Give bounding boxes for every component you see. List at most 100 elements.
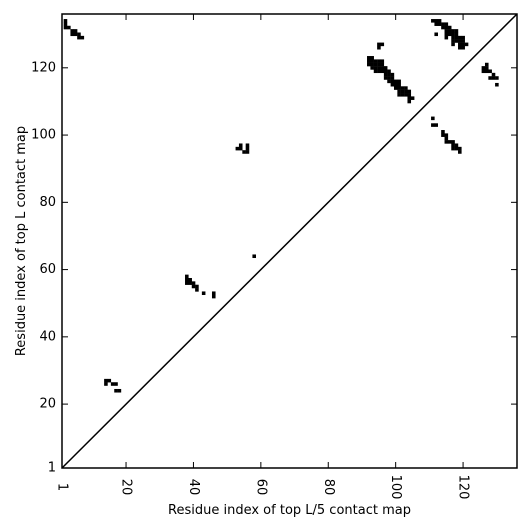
contact-cell — [451, 143, 455, 148]
contact-cell — [70, 32, 74, 37]
contact-cell — [461, 39, 465, 43]
contact-cell — [458, 45, 462, 50]
y-tick-label: 120 — [31, 60, 56, 75]
contact-cell — [400, 93, 405, 97]
contact-cell — [458, 146, 462, 151]
plot-frame — [61, 13, 518, 469]
contact-cell — [441, 25, 445, 30]
contact-cell — [458, 39, 462, 43]
contact-cell — [393, 82, 398, 87]
contact-cell — [383, 72, 388, 77]
contact-cell — [410, 96, 415, 100]
y-tick-label: 1 — [48, 461, 56, 476]
contact-cell — [380, 59, 385, 63]
contact-cell — [393, 79, 398, 84]
contact-cell — [377, 66, 381, 70]
contact-cell — [451, 32, 455, 37]
contact-cell — [481, 69, 486, 74]
contact-cell — [451, 146, 455, 151]
contact-cell — [451, 140, 455, 144]
contact-cell — [238, 146, 243, 151]
contact-cell — [390, 82, 395, 87]
diagonal-line — [61, 13, 518, 469]
contact-cell — [383, 76, 388, 80]
y-tick-label: 20 — [39, 397, 56, 412]
contact-cell — [377, 42, 381, 47]
contact-cell — [400, 86, 405, 90]
contact-cell — [444, 29, 449, 33]
contact-cell — [444, 25, 449, 30]
contact-cell — [211, 294, 216, 299]
contact-cell — [491, 72, 496, 77]
contact-cell — [73, 32, 78, 37]
contact-cell — [397, 82, 401, 87]
contact-cell — [451, 39, 455, 43]
contact-cell — [380, 69, 385, 74]
contact-cell — [107, 378, 112, 383]
contact-cell — [185, 281, 189, 285]
contact-cell — [242, 150, 246, 154]
contact-cell — [185, 277, 189, 282]
contact-cell — [387, 76, 391, 80]
contact-cell — [434, 22, 438, 26]
x-tick-label: 80 — [321, 479, 336, 496]
contact-cell — [444, 140, 449, 144]
contact-cell — [104, 378, 108, 383]
contact-cell — [114, 388, 118, 393]
contact-cell — [491, 76, 496, 80]
contact-cell — [77, 35, 81, 40]
contact-cell — [110, 382, 115, 386]
contact-cell — [488, 69, 492, 74]
contact-cell — [63, 25, 68, 30]
contact-cell — [367, 56, 371, 60]
contact-cell — [407, 99, 412, 104]
contact-cell — [431, 116, 435, 121]
contact-cell — [434, 123, 438, 127]
contact-cell — [245, 150, 250, 154]
contact-cell — [383, 69, 388, 74]
contact-cell — [404, 89, 408, 94]
contact-cell — [407, 96, 412, 100]
contact-cell — [235, 146, 240, 151]
contact-cell — [397, 79, 401, 84]
contact-cell — [380, 66, 385, 70]
x-tick-label: 120 — [456, 475, 471, 500]
contact-cell — [434, 19, 438, 23]
contact-cell — [434, 32, 438, 37]
contact-cell — [380, 42, 385, 47]
contact-cell — [451, 42, 455, 47]
contact-cell — [407, 93, 412, 97]
contact-cell — [447, 25, 452, 30]
contact-cell — [377, 59, 381, 63]
contact-cell — [484, 69, 489, 74]
contact-cell — [431, 19, 435, 23]
y-tick-label: 40 — [39, 329, 56, 344]
contact-cell — [400, 89, 405, 94]
contact-cell — [444, 133, 449, 137]
contact-cell — [437, 19, 442, 23]
contact-cell — [397, 86, 401, 90]
contact-cell — [373, 59, 378, 63]
contact-cell — [370, 62, 374, 67]
contact-cell — [63, 19, 68, 23]
contact-cell — [488, 76, 492, 80]
contact-cell — [444, 35, 449, 40]
contact-cell — [370, 59, 374, 63]
contact-cell — [80, 35, 85, 40]
contact-cell — [67, 25, 71, 30]
contact-cell — [441, 22, 445, 26]
contact-cell — [370, 56, 374, 60]
contact-cell — [481, 66, 486, 70]
contact-cell — [461, 45, 465, 50]
contact-cell — [104, 382, 108, 386]
contact-cell — [454, 29, 459, 33]
contact-cell — [195, 284, 199, 289]
contact-cell — [387, 69, 391, 74]
contact-cell — [454, 39, 459, 43]
contact-cell — [458, 35, 462, 40]
contact-cell — [367, 59, 371, 63]
contact-cell — [441, 133, 445, 137]
contact-cell — [377, 45, 381, 50]
contact-cell — [454, 143, 459, 148]
